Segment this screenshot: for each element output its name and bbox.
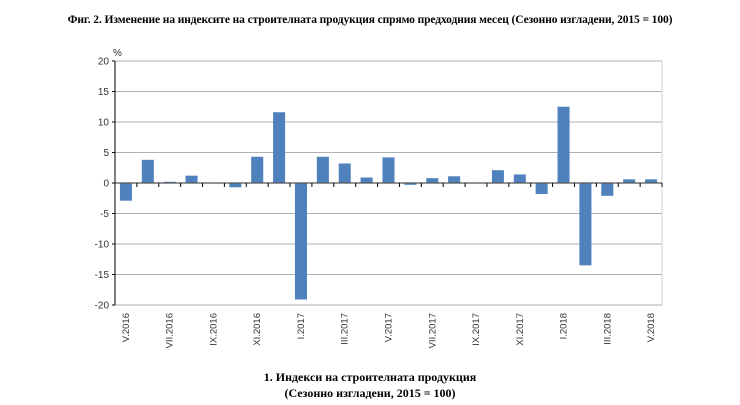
bar-IV.2017 [360,177,373,183]
bar-V.2018 [645,179,658,183]
bar-VI.2017 [404,183,417,185]
legend-line-2: (Сезонно изгладени, 2015 = 100) [284,386,456,400]
x-tick-label: I.2017 [296,313,307,339]
x-tick-label: XI.2016 [252,313,263,346]
bar-X.2017 [491,170,504,183]
y-tick-label: -5 [100,209,109,220]
y-tick-label: 5 [103,148,109,159]
y-axis-labels: 20 15 10 5 0 -5 -10 -15 -20 [95,57,110,312]
x-tick-label: III.2018 [602,313,613,345]
x-axis-labels: V.2016 VII.2016 IX.2016 XI.2016 I.2017 III.20… [121,313,657,348]
bar-VI.2016 [141,159,154,183]
bar-VII.2016 [163,181,176,183]
bar-XII.2017 [535,183,548,194]
bar-XI.2016 [251,156,264,183]
chart-title: Фиг. 2. Изменение на индексите на строит… [67,14,673,26]
y-tick-label: 0 [103,179,109,190]
y-tick-label: 20 [98,57,110,68]
y-tick-label: -10 [95,240,110,251]
x-tick-label: V.2016 [121,313,132,342]
axes [112,60,663,306]
y-axis-unit: % [113,48,122,59]
bar-I.2017 [294,183,307,300]
bar-VIII.2017 [448,176,461,183]
bar-II.2018 [579,183,592,266]
x-tick-label: VII.2017 [427,313,438,348]
x-tick-label: V.2017 [384,313,395,342]
bar-I.2018 [557,106,570,183]
bar-IV.2018 [623,179,636,183]
x-tick-label: IX.2017 [471,313,482,346]
x-tick-label: I.2018 [559,313,570,339]
bar-V.2017 [382,157,395,183]
bar-II.2017 [316,156,329,183]
bar-III.2018 [601,183,614,196]
x-tick-label: V.2018 [646,313,657,342]
bar-III.2017 [338,163,351,183]
y-tick-label: 10 [98,118,110,129]
bar-XI.2017 [513,174,526,183]
x-tick-label: III.2017 [340,313,351,345]
x-tick-label: IX.2016 [208,313,219,346]
legend-line-1: 1. Индекси на строителната продукция [263,370,477,384]
x-tick-label: XI.2017 [515,313,526,346]
bar-X.2016 [229,183,242,188]
bars [119,106,658,300]
bar-V.2016 [119,183,132,201]
x-tick-label: VII.2016 [165,313,176,348]
y-tick-label: -20 [95,301,110,312]
bar-VII.2017 [426,178,439,183]
bar-VIII.2016 [185,175,198,183]
bar-XII.2016 [273,112,286,183]
y-tick-label: 15 [98,87,110,98]
y-tick-label: -15 [95,270,110,281]
